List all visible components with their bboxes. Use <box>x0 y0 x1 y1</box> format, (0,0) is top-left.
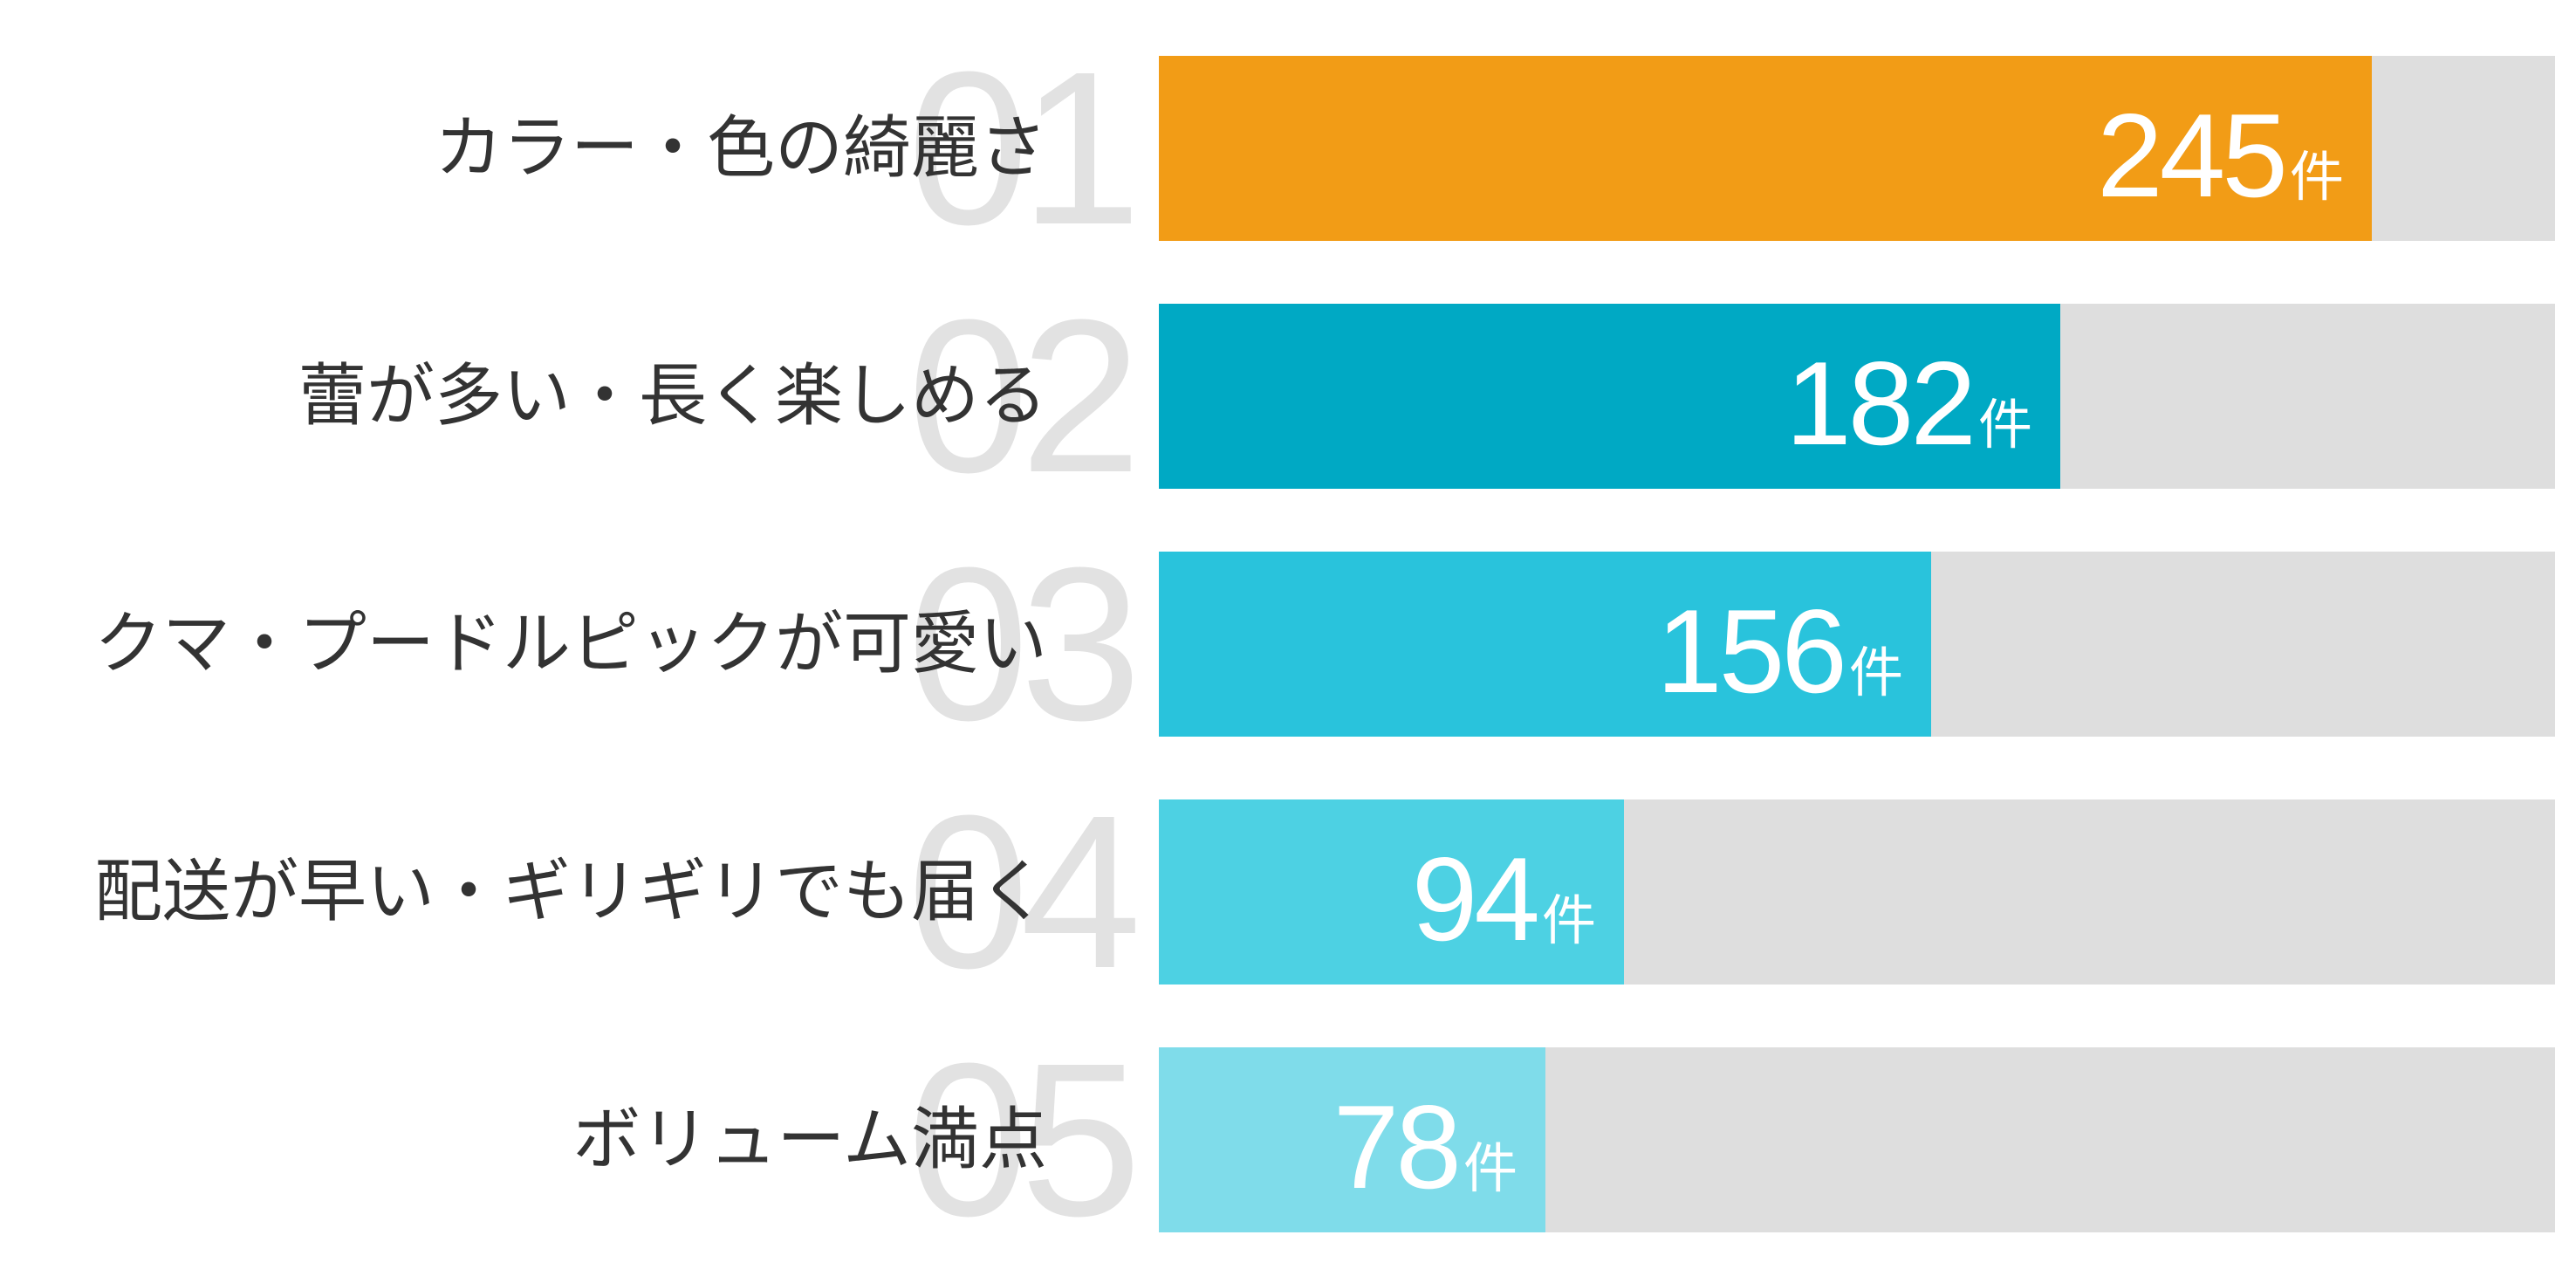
bar-value: 94 件 <box>1412 799 1596 985</box>
bar-track: 78 件 <box>1159 1047 2555 1232</box>
value-number: 94 <box>1411 833 1540 965</box>
bar-track: 245 件 <box>1159 56 2555 241</box>
bar-row: 05 78 件ボリューム満点 <box>0 1030 2576 1250</box>
rank-number: 01 <box>908 26 1141 270</box>
bar-row: 03 156 件クマ・プードルピックが可愛い <box>0 534 2576 754</box>
bar-value: 245 件 <box>2097 56 2344 241</box>
bar-track: 94 件 <box>1159 799 2555 985</box>
bar-track: 156 件 <box>1159 552 2555 737</box>
bar-row: 01 245 件カラー・色の綺麗さ <box>0 38 2576 258</box>
category-label: 配送が早い・ギリギリでも届く <box>93 853 1047 931</box>
bar: 78 件 <box>1159 1047 1545 1232</box>
value-unit: 件 <box>2289 145 2344 209</box>
bar: 156 件 <box>1159 552 1931 737</box>
value-unit: 件 <box>1848 641 1903 704</box>
bar-row: 04 94 件配送が早い・ギリギリでも届く <box>0 782 2576 1002</box>
rank-number: 03 <box>908 522 1141 765</box>
bar: 245 件 <box>1159 56 2372 241</box>
bar-row: 02 182 件蕾が多い・長く楽しめる <box>0 286 2576 506</box>
value-unit: 件 <box>1977 393 2032 456</box>
rank-number: 02 <box>908 274 1141 518</box>
value-number: 156 <box>1656 585 1847 717</box>
value-unit: 件 <box>1463 1136 1518 1200</box>
bar-track: 182 件 <box>1159 304 2555 489</box>
value-number: 78 <box>1333 1081 1462 1213</box>
value-number: 245 <box>2097 89 2288 222</box>
bar-value: 156 件 <box>1656 552 1903 737</box>
rank-number: 05 <box>908 1018 1141 1261</box>
bar: 94 件 <box>1159 799 1624 985</box>
bar: 182 件 <box>1159 304 2060 489</box>
category-label: クマ・プードルピックが可愛い <box>93 605 1047 683</box>
category-label: ボリューム満点 <box>572 1101 1047 1179</box>
rank-number: 04 <box>908 770 1141 1013</box>
value-number: 182 <box>1785 337 1977 470</box>
value-unit: 件 <box>1541 888 1596 952</box>
category-label: カラー・色の綺麗さ <box>434 109 1047 188</box>
bar-value: 182 件 <box>1785 304 2032 489</box>
bar-value: 78 件 <box>1333 1047 1518 1232</box>
category-label: 蕾が多い・長く楽しめる <box>298 357 1047 436</box>
